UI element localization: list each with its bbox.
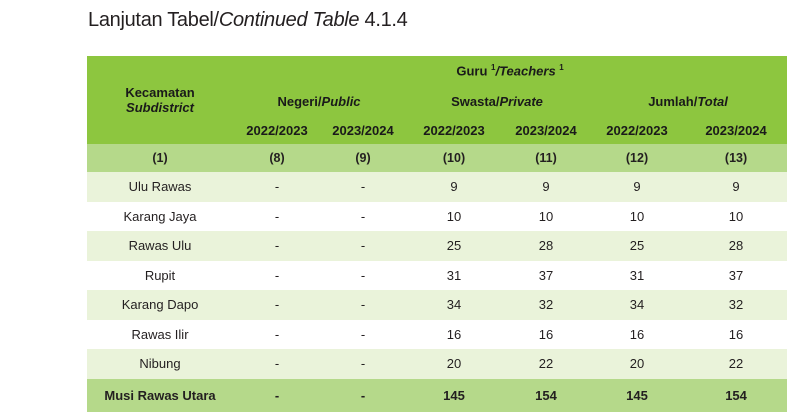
table-cell: 20 [589, 349, 685, 379]
table-cell: 154 [503, 378, 589, 412]
table-row: Karang Dapo - -34 32 34 32 [87, 290, 788, 320]
table-cell: - [321, 290, 405, 320]
table-row: Rawas Ulu - -25 28 25 28 [87, 231, 788, 261]
table-cell: 9 [685, 172, 788, 202]
column-number: (10) [405, 144, 503, 172]
subdistrict-name: Nibung [87, 349, 233, 379]
table-cell: 20 [405, 349, 503, 379]
table-row: Karang Jaya - -10 10 10 10 [87, 201, 788, 231]
table-cell: 10 [503, 201, 589, 231]
table-cell: 9 [503, 172, 589, 202]
subdistrict-name: Rawas Ulu [87, 231, 233, 261]
table-cell: 31 [589, 260, 685, 290]
column-number: (12) [589, 144, 685, 172]
year-header: 2022/2023 [405, 116, 503, 144]
table-cell: 16 [405, 319, 503, 349]
column-number: (1) [87, 144, 233, 172]
total-row: Musi Rawas Utara - - 145 154 145 154 [87, 378, 788, 412]
private-header: Swasta/Private [405, 86, 589, 116]
table-cell: 16 [503, 319, 589, 349]
public-header: Negeri/Public [233, 86, 405, 116]
table-row: Rupit - -31 37 31 37 [87, 260, 788, 290]
table-cell: - [321, 260, 405, 290]
subdistrict-name: Ulu Rawas [87, 172, 233, 202]
table-cell: 22 [685, 349, 788, 379]
column-number: (11) [503, 144, 589, 172]
table-cell: 10 [405, 201, 503, 231]
table-cell: - [321, 231, 405, 261]
table-cell: 145 [405, 378, 503, 412]
table-cell: - [321, 172, 405, 202]
table-cell: - [233, 201, 321, 231]
table-caption: Lanjutan Tabel/Continued Table 4.1.4 [88, 9, 408, 31]
subdistrict-name: Rupit [87, 260, 233, 290]
table-cell: - [321, 201, 405, 231]
year-header: 2022/2023 [233, 116, 321, 144]
table-cell: - [233, 172, 321, 202]
teachers-table: Kecamatan Subdistrict Guru 1/Teachers 1 … [87, 56, 788, 412]
table-cell: - [233, 319, 321, 349]
teachers-group-header: Guru 1/Teachers 1 [233, 56, 788, 86]
table-cell: 16 [685, 319, 788, 349]
table-cell: 32 [685, 290, 788, 320]
column-number: (9) [321, 144, 405, 172]
table-cell: 25 [405, 231, 503, 261]
subdistrict-name: Rawas Ilir [87, 319, 233, 349]
table-cell: - [233, 290, 321, 320]
total-label: Musi Rawas Utara [87, 378, 233, 412]
table-cell: - [321, 349, 405, 379]
table-cell: 22 [503, 349, 589, 379]
table-row: Nibung - -20 22 20 22 [87, 349, 788, 379]
table-cell: - [233, 231, 321, 261]
table-cell: - [321, 319, 405, 349]
table-cell: 28 [685, 231, 788, 261]
subdistrict-name: Karang Jaya [87, 201, 233, 231]
table-cell: 34 [405, 290, 503, 320]
column-number: (8) [233, 144, 321, 172]
table-cell: 16 [589, 319, 685, 349]
table-cell: - [233, 349, 321, 379]
table-cell: 10 [589, 201, 685, 231]
table-cell: 145 [589, 378, 685, 412]
column-number: (13) [685, 144, 788, 172]
table-cell: 31 [405, 260, 503, 290]
year-header: 2023/2024 [503, 116, 589, 144]
table-cell: 25 [589, 231, 685, 261]
year-header: 2023/2024 [321, 116, 405, 144]
table-row: Rawas Ilir - -16 16 16 16 [87, 319, 788, 349]
table-cell: 34 [589, 290, 685, 320]
table-cell: 9 [589, 172, 685, 202]
table-cell: - [321, 378, 405, 412]
year-header: 2022/2023 [589, 116, 685, 144]
table-cell: 28 [503, 231, 589, 261]
table-cell: - [233, 378, 321, 412]
table-cell: - [233, 260, 321, 290]
subdistrict-header: Kecamatan Subdistrict [87, 56, 233, 144]
total-header: Jumlah/Total [589, 86, 788, 116]
table-cell: 154 [685, 378, 788, 412]
table-row: Ulu Rawas - -9 9 9 9 [87, 172, 788, 202]
column-number-row: (1) (8) (9) (10) (11) (12) (13) [87, 144, 788, 172]
table-cell: 32 [503, 290, 589, 320]
table-cell: 37 [503, 260, 589, 290]
table-cell: 10 [685, 201, 788, 231]
table-cell: 9 [405, 172, 503, 202]
year-header: 2023/2024 [685, 116, 788, 144]
table-cell: 37 [685, 260, 788, 290]
subdistrict-name: Karang Dapo [87, 290, 233, 320]
